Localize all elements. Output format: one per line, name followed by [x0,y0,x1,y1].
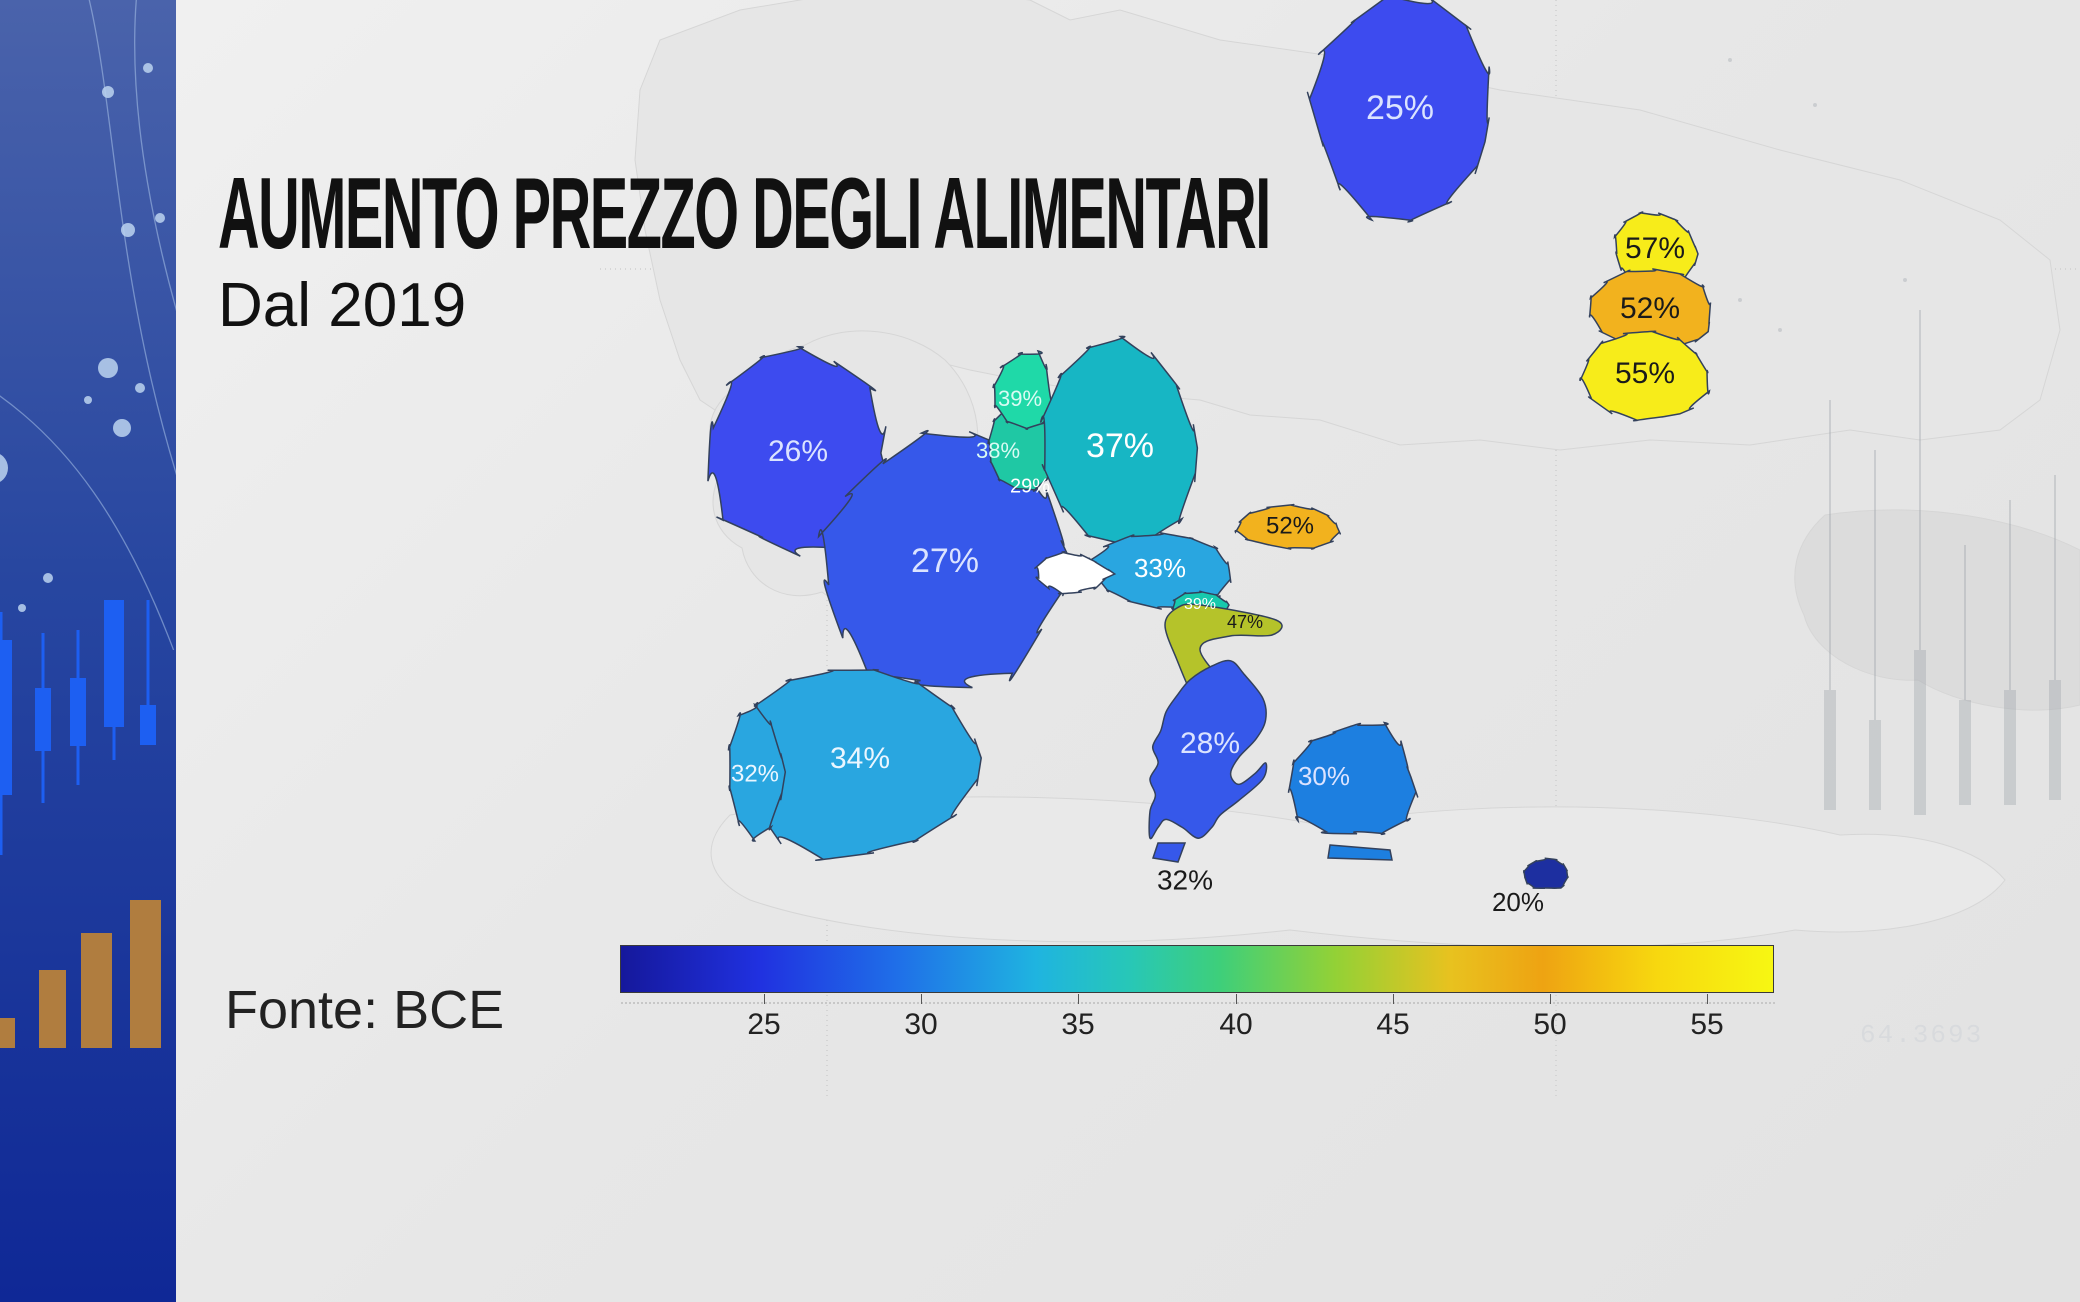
svg-text:55%: 55% [1615,357,1675,390]
svg-text:34%: 34% [830,742,890,775]
svg-text:28%: 28% [1180,727,1240,760]
svg-text:47%: 47% [1227,612,1263,632]
svg-text:52%: 52% [1266,512,1314,539]
svg-text:38%: 38% [976,438,1020,463]
svg-text:32%: 32% [731,760,779,787]
svg-text:29%: 29% [1010,475,1050,497]
svg-text:32%: 32% [1157,864,1213,895]
svg-text:39%: 39% [1184,596,1216,613]
svg-text:52%: 52% [1620,292,1680,325]
svg-text:39%: 39% [998,386,1042,411]
svg-text:57%: 57% [1625,232,1685,265]
svg-text:33%: 33% [1134,553,1186,583]
svg-text:20%: 20% [1492,887,1544,917]
svg-text:25%: 25% [1366,89,1434,127]
svg-text:30%: 30% [1298,761,1350,791]
svg-text:26%: 26% [768,435,828,468]
svg-text:27%: 27% [911,542,979,580]
svg-text:37%: 37% [1086,427,1154,465]
